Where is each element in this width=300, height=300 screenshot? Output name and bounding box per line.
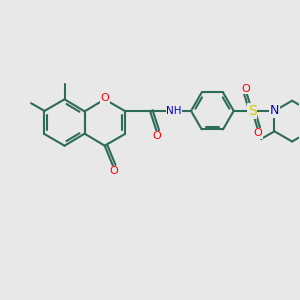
Text: N: N bbox=[270, 104, 279, 117]
Text: O: O bbox=[242, 84, 250, 94]
Text: O: O bbox=[100, 93, 109, 103]
Text: O: O bbox=[254, 128, 262, 138]
Text: S: S bbox=[248, 104, 256, 118]
Text: O: O bbox=[109, 166, 118, 176]
Text: O: O bbox=[152, 131, 161, 142]
Text: NH: NH bbox=[167, 106, 182, 116]
